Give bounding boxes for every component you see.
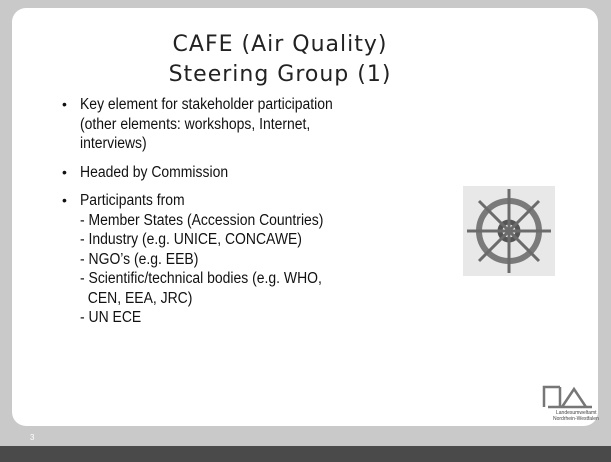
bullet-text: - NGO’s (e.g. EEB) xyxy=(80,251,198,269)
bullet-text: - UN ECE xyxy=(80,309,141,327)
bullet-text: Headed by Commission xyxy=(80,164,228,182)
title-line: CAFE (Air Quality) xyxy=(80,32,480,57)
bullet-text: Key element for stakeholder participatio… xyxy=(80,96,333,114)
footer-bar xyxy=(0,446,611,462)
ship-wheel-image xyxy=(463,186,555,276)
logo-text: Nordrhein-Westfalen xyxy=(553,416,599,422)
bullet-text: - Industry (e.g. UNICE, CONCAWE) xyxy=(80,231,302,249)
logo-mark xyxy=(540,383,598,411)
slide: CAFE (Air Quality) Steering Group (1) La… xyxy=(0,0,611,462)
bullet-dot: • xyxy=(62,164,67,180)
bullet-text: - Scientific/technical bodies (e.g. WHO, xyxy=(80,270,322,288)
bullet-text: interviews) xyxy=(80,135,147,153)
slide-number: 3 xyxy=(30,433,34,442)
bullet-text: - Member States (Accession Countries) xyxy=(80,212,323,230)
bullet-text: (other elements: workshops, Internet, xyxy=(80,116,310,134)
bullet-text: Participants from xyxy=(80,192,185,210)
bullet-dot: • xyxy=(62,96,67,112)
title-line: Steering Group (1) xyxy=(80,62,480,87)
bullet-dot: • xyxy=(62,192,67,208)
bullet-text: CEN, EEA, JRC) xyxy=(80,290,192,308)
